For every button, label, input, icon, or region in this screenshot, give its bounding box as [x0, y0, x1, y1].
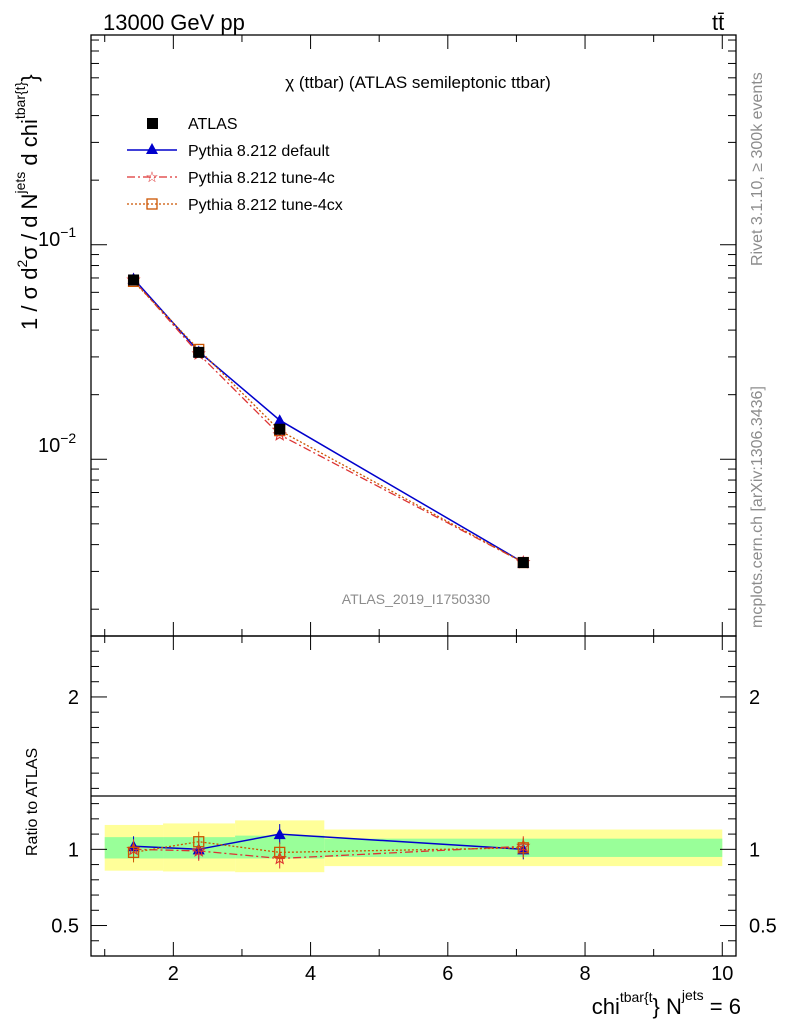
ratio-y-tick-label-2: 2: [68, 687, 79, 709]
legend-entry-tune4c: ☆ Pythia 8.212 tune-4c: [127, 168, 335, 187]
legend-entry-default: Pythia 8.212 default: [127, 143, 330, 160]
x-tick-label-8: 8: [579, 963, 590, 985]
legend-marker-default: [146, 143, 158, 154]
legend-marker-tune4c: ☆: [145, 168, 158, 186]
ratio-series: [126, 824, 531, 869]
legend-label-atlas: ATLAS: [188, 116, 238, 133]
main-series: [126, 272, 531, 569]
main-y-tick-labels: 10−1 10−2: [38, 224, 76, 457]
main-series-0-point: [128, 274, 140, 286]
ratio-y-tick-label-1: 1: [68, 839, 79, 861]
ratio-panel: 2 4 6 8 10 0.5 0.5 1 1 2 2 Ratio to ATLAS chitbar{…: [24, 635, 777, 1019]
main-series-3-line: [133, 280, 524, 564]
ratio-y-axis-label: Ratio to ATLAS: [24, 748, 41, 856]
legend-entry-tune4cx: Pythia 8.212 tune-4cx: [127, 197, 343, 214]
process-label: tt̄: [712, 10, 724, 35]
main-y-axis-label: 1 / σ d2σ / d Njets d chitbar{t}}: [12, 74, 42, 330]
legend-entry-atlas: ATLAS: [147, 116, 238, 133]
ratio-series-1-line: [133, 845, 524, 860]
ratio-series-2-point: [517, 842, 529, 854]
main-series-1-line: [132, 278, 524, 564]
ratio-y-tick-label-right-1: 1: [749, 839, 760, 861]
legend-marker-tune4cx: [146, 198, 158, 210]
mcplots-label: mcplots.cern.ch [arXiv:1306.3436]: [749, 386, 766, 628]
ratio-frame: [90, 635, 737, 957]
x-tick-label-2: 2: [168, 963, 179, 985]
ratio-series-2-point: [127, 846, 140, 859]
x-axis-label: chitbar{t} Njets = 6: [592, 987, 741, 1019]
main-series-0-point: [193, 346, 205, 358]
legend-marker-atlas: [147, 118, 158, 129]
main-series-2-line: [133, 279, 524, 564]
legend-label-tune4cx: Pythia 8.212 tune-4cx: [188, 197, 343, 214]
y-tick-label-0.01: 10−2: [38, 430, 76, 457]
ratio-y-tick-label-0.5: 0.5: [51, 916, 79, 938]
x-tick-label-10: 10: [711, 963, 733, 985]
main-axis-ticks: [91, 35, 736, 636]
ratio-series-2-point: [274, 846, 286, 859]
x-tick-label-6: 6: [442, 963, 453, 985]
legend: ATLAS Pythia 8.212 default ☆ Pythia 8.21…: [127, 116, 343, 214]
y-tick-label-0.1: 10−1: [38, 224, 76, 251]
analysis-watermark: ATLAS_2019_I1750330: [342, 591, 491, 607]
energy-label: 13000 GeV pp: [103, 10, 245, 35]
ratio-series-0-line: [133, 833, 524, 851]
legend-label-tune4c: Pythia 8.212 tune-4c: [188, 170, 335, 187]
main-panel: χ (ttbar) (ATLAS semileptonic ttbar) ATL…: [12, 34, 737, 637]
x-tick-label-4: 4: [305, 963, 316, 985]
ratio-series-0-point: [273, 828, 286, 840]
ratio-y-tick-label-right-0.5: 0.5: [749, 916, 777, 938]
plot-title: χ (ttbar) (ATLAS semileptonic ttbar): [285, 73, 551, 92]
ratio-axis-ticks: 2 4 6 8 10 0.5 0.5 1 1 2 2: [51, 636, 777, 985]
legend-label-default: Pythia 8.212 default: [188, 143, 330, 160]
ratio-y-tick-label-right-2: 2: [749, 687, 760, 709]
main-series-0-point: [274, 423, 286, 435]
rivet-label: Rivet 3.1.10, ≥ 300k events: [749, 72, 766, 266]
ratio-series-2-point: [193, 836, 205, 848]
ratio-series-1-point: [191, 843, 206, 857]
main-series-0-point: [517, 557, 529, 569]
ratio-series-2-line: [133, 841, 524, 854]
main-series-1-point: [273, 414, 286, 426]
